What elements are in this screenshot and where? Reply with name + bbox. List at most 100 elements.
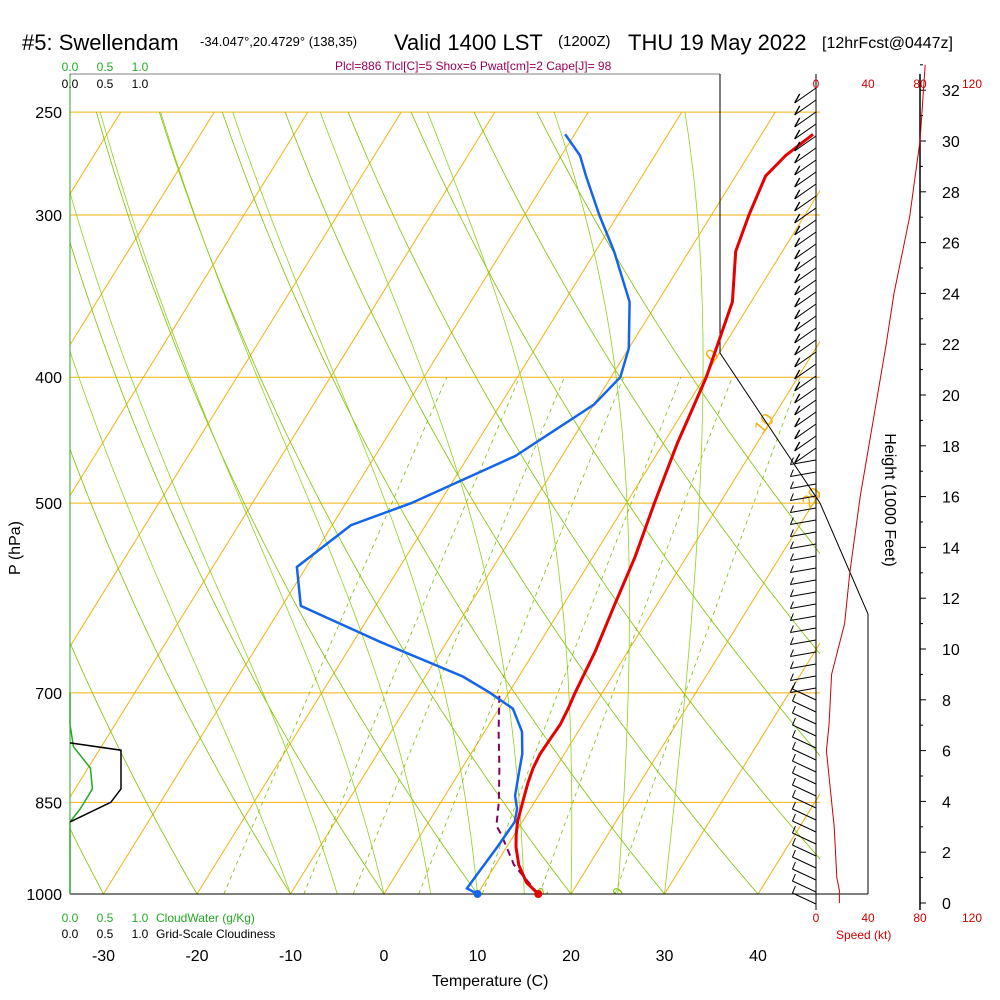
temperature-tick-label: 30 (656, 948, 674, 965)
temperature-tick-label: 20 (562, 948, 580, 965)
wind-barb-feather (791, 765, 796, 774)
wind-barb-flag (794, 153, 801, 164)
wind-barb (794, 411, 817, 428)
cloudwater-tick-bottom: 0.0 (62, 911, 79, 925)
wind-barb-feather (791, 885, 796, 894)
wind-barb-flag (794, 165, 801, 176)
temperature-tick-label: 40 (749, 948, 767, 965)
isotherm-line (196, 111, 683, 894)
dry-adiabat (410, 111, 820, 757)
wind-barb-flag (794, 405, 801, 416)
wind-barb (790, 603, 817, 610)
height-tick-label: 12 (942, 591, 960, 608)
wind-barb (794, 243, 817, 260)
wind-barb-flag (794, 213, 801, 224)
isotherm-line (70, 111, 309, 497)
wind-barb-feather (789, 553, 794, 561)
wind-barb-flag (794, 297, 801, 308)
wind-barb (794, 123, 817, 140)
mixing-ratio-line (539, 377, 733, 894)
mixing-ratio-line (223, 377, 448, 894)
height-tick-label: 32 (942, 83, 960, 100)
valid-time: Valid 1400 LST (394, 30, 543, 55)
mixing-ratio-label: 12 (529, 884, 551, 906)
station-title: #5: Swellendam (22, 30, 179, 55)
pressure-tick-label: 700 (35, 686, 62, 703)
moist-adiabat (427, 111, 573, 894)
wind-barb-flag (794, 261, 801, 272)
height-tick-label: 2 (942, 845, 951, 862)
height-tick-label: 16 (942, 490, 960, 507)
wind-barb (794, 183, 817, 200)
cloudwater-tick-top: 1.0 (132, 60, 149, 74)
wind-barb-flag (794, 177, 801, 188)
wind-barb-flag (794, 369, 801, 380)
speed-tick-bottom: 40 (861, 911, 875, 925)
moist-adiabat (664, 112, 704, 894)
cloudiness-curve (69, 742, 122, 823)
pressure-tick-label: 300 (35, 208, 62, 225)
wind-barb (790, 579, 817, 586)
diagram-grid: 1235812200102030 (0, 111, 820, 906)
wind-barb (794, 291, 817, 308)
wind-barb-feather (789, 493, 794, 501)
isotherm-line (70, 111, 402, 648)
wind-barb (794, 303, 817, 320)
wind-barb (794, 387, 817, 404)
wind-barb (792, 736, 817, 749)
wind-barb (794, 111, 817, 128)
mixing-ratio-label: 20 (604, 884, 626, 906)
wind-barb (792, 856, 817, 869)
height-tick-label: 18 (942, 439, 960, 456)
wind-barb-feather (791, 813, 796, 822)
wind-barb-feather (789, 661, 794, 669)
wind-barb (792, 880, 817, 893)
cloudwater-tick-bottom: 0.5 (97, 911, 114, 925)
wind-barb (790, 651, 817, 658)
wind-barb-flag (794, 453, 801, 464)
moist-adiabat (70, 350, 291, 894)
wind-barb (794, 399, 817, 416)
pressure-axis-label: P (hPa) (7, 521, 24, 575)
pressure-tick-label: 250 (35, 105, 62, 122)
dry-adiabat (70, 448, 291, 894)
wind-barb (794, 363, 817, 380)
height-tick-label: 0 (942, 896, 951, 913)
valid-date: THU 19 May 2022 (628, 30, 807, 55)
moist-adiabat (232, 111, 478, 894)
height-tick-label: 28 (942, 185, 960, 202)
wind-barb (792, 832, 817, 845)
wind-barb-feather (789, 481, 794, 489)
dry-adiabat (0, 112, 10, 894)
wind-barb (794, 147, 817, 164)
cloudwater-label: CloudWater (g/Kg) (156, 911, 255, 925)
wind-barb-flag (794, 333, 801, 344)
wind-barb-flag (794, 357, 801, 368)
height-tick-label: 24 (942, 286, 960, 303)
wind-barb (792, 700, 817, 713)
dry-adiabat (70, 641, 198, 894)
height-tick-label: 6 (942, 744, 951, 761)
wind-barb-flag (794, 189, 801, 200)
wind-barb (790, 543, 817, 550)
wind-barb (790, 591, 817, 598)
wind-barb-flag (794, 441, 801, 452)
utc-time: (1200Z) (558, 33, 611, 50)
wind-barb-flag (794, 117, 801, 128)
wind-barb-feather (791, 825, 796, 834)
wind-barb (790, 627, 817, 634)
wind-barb (794, 267, 817, 284)
speed-tick-top: 0 (813, 77, 820, 91)
isotherm-line (70, 111, 496, 799)
wind-barb (794, 315, 817, 332)
wind-barb (792, 748, 817, 761)
wind-barb-feather (789, 637, 794, 645)
wind-barb-feather (789, 601, 794, 609)
wind-barb (790, 567, 817, 574)
dry-adiabat (347, 111, 820, 860)
indices-line: Plcl=886 Tlcl[C]=5 Shox=6 Pwat[cm]=2 Cap… (335, 59, 612, 73)
height-speed-panel: 0246810121416182022242628303200404080801… (813, 64, 982, 925)
wind-barb (792, 688, 817, 701)
mixing-ratio-line (352, 377, 565, 894)
